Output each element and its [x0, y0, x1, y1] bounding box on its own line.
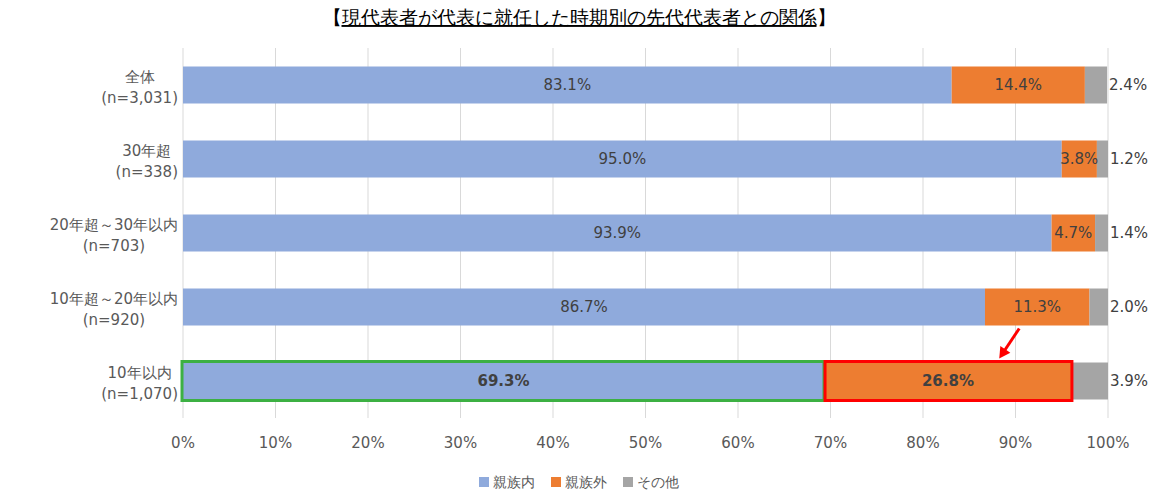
category-line: (n=3,031): [101, 89, 178, 107]
tick-label: 10%: [259, 434, 292, 452]
tick-label: 50%: [629, 434, 662, 452]
bar-segment: [1095, 215, 1108, 252]
chart: 【現代表者が代表に就任した時期別の先代代表者との関係】 0% 10% 20% 30% 40…: [0, 0, 1158, 500]
title: 【現代表者が代表に就任した時期別の先代代表者との関係】: [323, 6, 836, 28]
legend: 親族内 親族外 その他: [479, 474, 679, 490]
bar-segment: [1090, 289, 1109, 326]
data-label: 3.8%: [1060, 150, 1098, 168]
data-label: 83.1%: [544, 76, 592, 94]
data-label: 26.8%: [922, 372, 974, 390]
tick-label: 90%: [999, 434, 1032, 452]
legend-label: 親族外: [565, 474, 607, 490]
category-line: (n=703): [83, 237, 145, 255]
bar-segment: [183, 289, 985, 326]
bar-segment: [985, 289, 1090, 326]
bar-segment: [183, 141, 1062, 178]
arrow-line: [1003, 329, 1019, 353]
tick-label: 80%: [906, 434, 939, 452]
highlight-box: [182, 362, 824, 401]
legend-swatch: [551, 477, 561, 487]
title-part: 】: [817, 6, 836, 28]
arrow-head: [999, 346, 1010, 358]
bar-segment: [183, 67, 952, 104]
category-line: (n=920): [83, 311, 145, 329]
bar-segment: [183, 363, 824, 400]
tick-label: 70%: [814, 434, 847, 452]
data-label: 95.0%: [599, 150, 647, 168]
bar-segment: [1072, 363, 1108, 400]
data-label: 93.9%: [593, 224, 641, 242]
data-labels: 83.1% 14.4% 2.4% 95.0% 3.8% 1.2% 93.9% 4.7% 1.4%…: [477, 76, 1148, 390]
category-line: 10年以内: [108, 364, 172, 382]
category-label: 10年超～20年以内 (n=920): [50, 290, 178, 329]
category-line: (n=1,070): [101, 385, 178, 403]
legend-swatch: [479, 477, 489, 487]
legend-item: 親族外: [551, 474, 607, 490]
data-label: 2.0%: [1110, 298, 1148, 316]
tick-label: 30%: [444, 434, 477, 452]
legend-item: その他: [623, 474, 679, 490]
highlight-box: [825, 362, 1072, 401]
tick-label: 100%: [1087, 434, 1130, 452]
bar-segment: [1097, 141, 1108, 178]
data-label: 2.4%: [1109, 76, 1147, 94]
data-label: 11.3%: [1013, 298, 1061, 316]
category-label: 10年以内 (n=1,070): [101, 364, 178, 403]
tick-label: 0%: [171, 434, 195, 452]
tick-label: 40%: [536, 434, 569, 452]
legend-label: その他: [637, 474, 679, 490]
category-label: 全体 (n=3,031): [101, 68, 178, 107]
highlights: [182, 329, 1072, 401]
bar-segment: [1085, 67, 1107, 104]
bar-segment: [824, 363, 1072, 400]
data-label: 1.4%: [1110, 224, 1148, 242]
category-line: 全体: [125, 68, 155, 86]
title-part: 現代表者が代表に就任した時期別の先代代表者との関係: [342, 6, 817, 28]
data-label: 14.4%: [994, 76, 1042, 94]
bars: [183, 67, 1108, 400]
data-label: 86.7%: [560, 298, 608, 316]
legend-swatch: [623, 477, 633, 487]
category-line: 10年超～20年以内: [50, 290, 178, 308]
bar-segment: [1052, 215, 1095, 252]
data-label: 3.9%: [1110, 372, 1148, 390]
data-label: 69.3%: [477, 372, 529, 390]
legend-item: 親族内: [479, 474, 535, 490]
category-line: (n=338): [116, 163, 178, 181]
legend-label: 親族内: [493, 474, 535, 490]
data-label: 1.2%: [1110, 150, 1148, 168]
category-line: 30年超: [122, 142, 171, 160]
category-line: 20年超～30年以内: [50, 216, 178, 234]
category-label: 30年超 (n=338): [116, 142, 178, 181]
title-part: 【: [323, 6, 342, 28]
data-label: 4.7%: [1054, 224, 1092, 242]
bar-segment: [183, 215, 1052, 252]
tick-label: 20%: [351, 434, 384, 452]
bar-segment: [952, 67, 1085, 104]
category-label: 20年超～30年以内 (n=703): [50, 216, 178, 255]
tick-label: 60%: [721, 434, 754, 452]
